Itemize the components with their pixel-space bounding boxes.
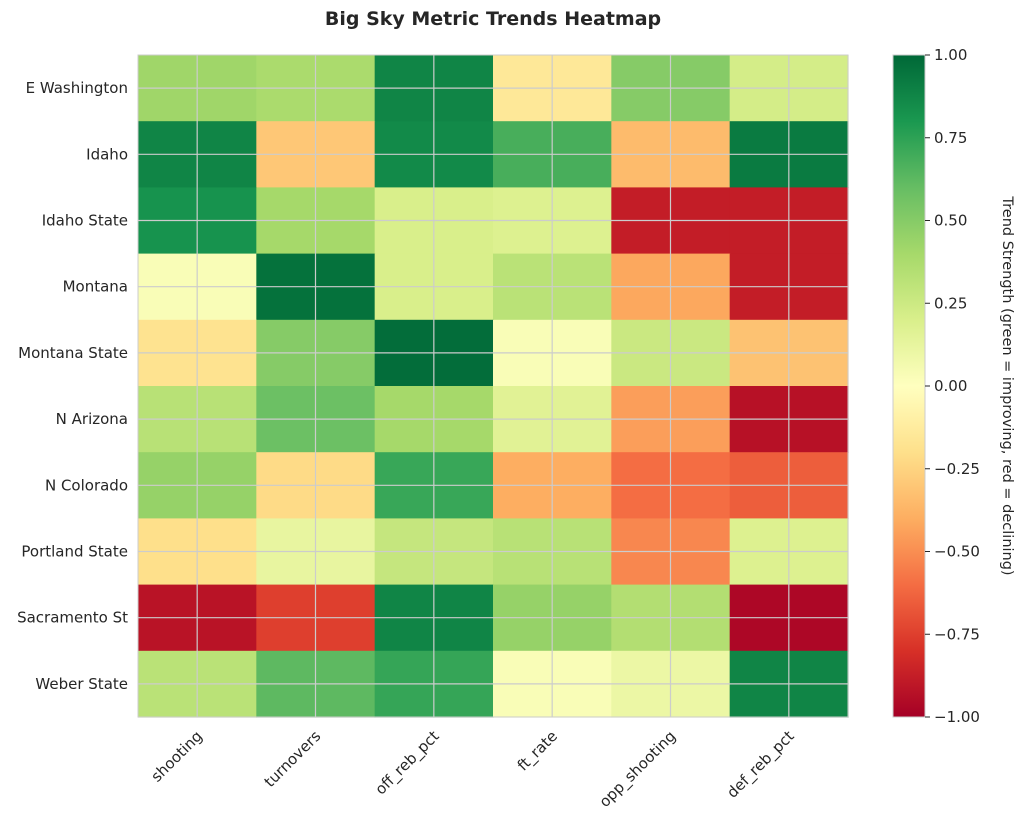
colorbar-tick-label: −0.50 (934, 543, 980, 561)
x-tick-label: turnovers (261, 727, 325, 791)
x-tick-label: ft_rate (514, 727, 562, 775)
x-tick-label: def_reb_pct (723, 727, 798, 802)
y-tick-labels: E Washington Idaho Idaho State Montana Monta… (17, 79, 128, 693)
colorbar (892, 54, 926, 718)
y-tick-label: Sacramento St (17, 609, 128, 627)
y-tick-label: N Colorado (45, 476, 128, 494)
y-tick-label: Montana (63, 278, 128, 296)
colorbar-ticks: 1.00 0.75 0.50 0.25 0.00 −0.25 −0.50 −0.75 −1.00 (925, 46, 980, 726)
colorbar-tick-label: 0.25 (934, 294, 967, 312)
colorbar-tick-label: 0.75 (934, 129, 967, 147)
y-tick-label: Idaho (86, 145, 128, 163)
y-tick-label: E Washington (26, 79, 128, 97)
x-tick-label: opp_shooting (596, 727, 680, 811)
heatmap-gridlines (138, 55, 848, 717)
colorbar-tick-label: 1.00 (934, 46, 967, 64)
y-tick-label: Idaho State (42, 212, 128, 230)
colorbar-tick-label: 0.50 (934, 212, 967, 230)
plot-frame (137, 54, 849, 718)
colorbar-tick-label: 0.00 (934, 377, 967, 395)
chart-title: Big Sky Metric Trends Heatmap (325, 8, 661, 30)
y-tick-label: Portland State (21, 543, 128, 561)
y-tick-label: N Arizona (56, 410, 128, 428)
colorbar-label: Trend Strength (green = improving, red =… (999, 195, 1015, 575)
x-tick-labels: shooting turnovers off_reb_pct ft_rate opp_s… (147, 727, 798, 812)
colorbar-tick-label: −0.25 (934, 460, 980, 478)
y-tick-label: Weber State (35, 675, 128, 693)
y-tick-label: Montana State (18, 344, 128, 362)
colorbar-tick-label: −0.75 (934, 625, 980, 643)
x-tick-label: off_reb_pct (371, 727, 443, 799)
colorbar-tick-label: −1.00 (934, 708, 980, 726)
x-tick-label: shooting (147, 727, 206, 786)
